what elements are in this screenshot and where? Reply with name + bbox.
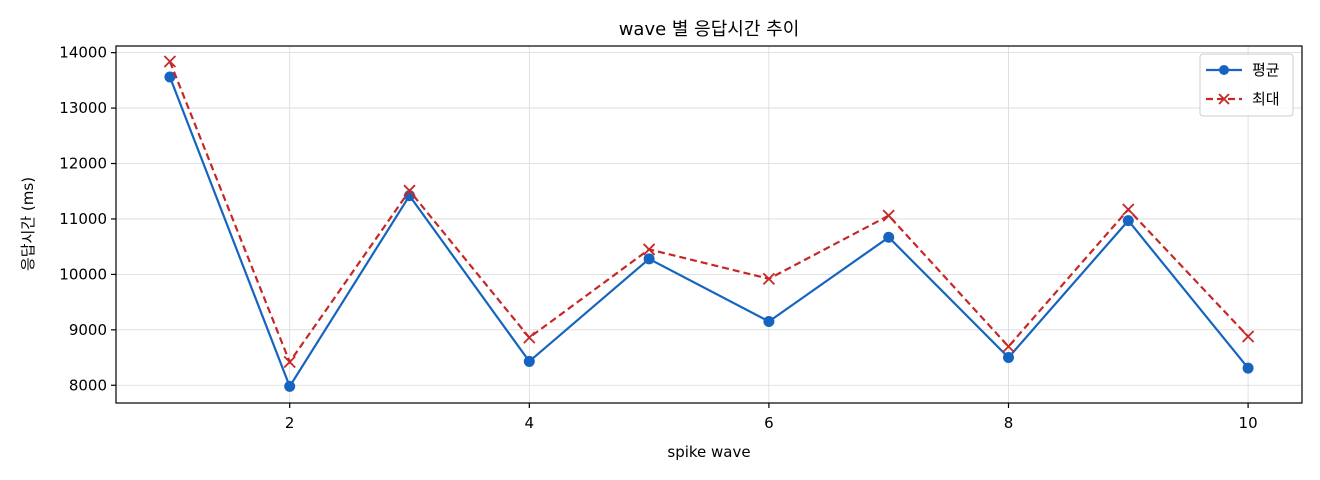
data-point <box>1002 352 1014 364</box>
grid-layer <box>116 46 1302 403</box>
data-point <box>1122 203 1135 216</box>
y-tick-label: 9000 <box>69 321 107 339</box>
data-point <box>1122 215 1134 227</box>
x-axis-label: spike wave <box>667 443 750 461</box>
y-axis-label: 응답시간 (ms) <box>19 177 37 271</box>
data-point <box>164 71 176 83</box>
data-point <box>283 355 296 369</box>
data-point <box>883 231 895 243</box>
series-layer <box>163 55 1255 392</box>
series-line-0 <box>168 76 1249 389</box>
x-tick-label: 4 <box>525 414 535 432</box>
series-line-1 <box>168 61 1249 365</box>
x-tick-label: 2 <box>285 414 295 432</box>
x-tick-label: 8 <box>1004 414 1014 432</box>
data-point <box>763 316 775 328</box>
legend: 평균 최대 <box>1199 53 1294 117</box>
data-point <box>643 253 655 265</box>
data-point <box>1002 340 1015 353</box>
y-tick-label: 8000 <box>69 376 107 394</box>
y-tick-label: 13000 <box>59 99 107 117</box>
chart-title: wave 별 응답시간 추이 <box>619 19 800 40</box>
plot-area-frame <box>115 45 1303 404</box>
x-tick-label: 6 <box>764 414 774 432</box>
data-point <box>523 355 535 367</box>
legend-label-average: 평균 <box>1252 61 1280 79</box>
y-tick-label: 11000 <box>59 210 107 228</box>
data-point <box>1241 330 1255 343</box>
data-point <box>1242 362 1254 374</box>
tick-layer: 2 4 6 8 10 8000 9000 10000 11000 12000 13000 14000 <box>59 44 1257 432</box>
data-point <box>284 380 296 392</box>
legend-marker-max <box>1218 93 1230 105</box>
y-tick-label: 14000 <box>59 44 107 62</box>
y-tick-label: 10000 <box>59 265 107 283</box>
data-point <box>762 272 776 285</box>
data-point <box>163 55 177 68</box>
data-point <box>403 184 416 197</box>
legend-marker-average <box>1219 65 1229 75</box>
data-point <box>523 331 536 344</box>
y-tick-label: 12000 <box>59 155 107 173</box>
data-point <box>642 243 656 256</box>
legend-label-max: 최대 <box>1252 90 1280 108</box>
data-point <box>882 209 895 222</box>
x-tick-label: 10 <box>1239 414 1258 432</box>
